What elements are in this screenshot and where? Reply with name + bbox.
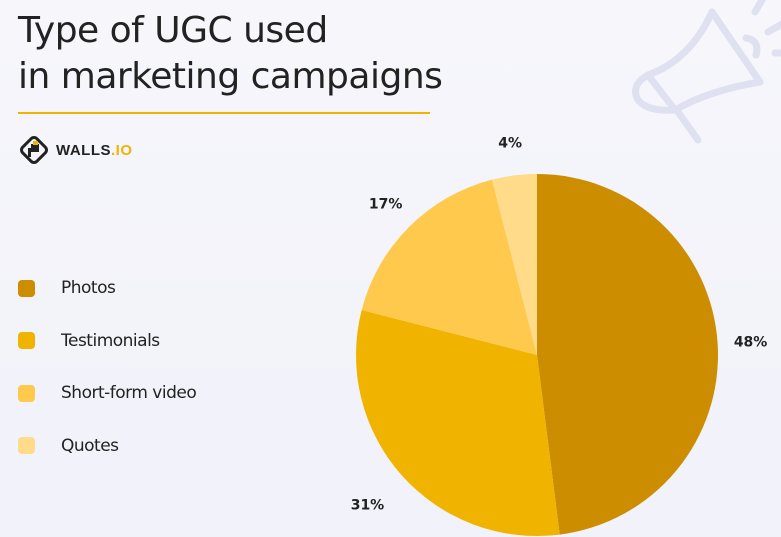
legend-swatch	[18, 279, 35, 297]
legend-label: Short-form video	[61, 383, 197, 404]
title-line-1: Type of UGC used	[18, 10, 328, 51]
legend-swatch	[18, 332, 35, 350]
data-label: 31%	[351, 497, 385, 513]
pie-slice-photos	[537, 174, 719, 535]
pie-slice-testimonials	[355, 309, 560, 536]
pie-slice-quotes	[491, 174, 537, 355]
megaphone-icon	[632, 0, 781, 144]
legend-label: Photos	[61, 278, 116, 299]
logo-suffix: .IO	[111, 141, 133, 159]
title-line-2: in marketing campaigns	[18, 56, 443, 97]
legend-item-short-form-video: Short-form video	[18, 367, 197, 420]
legend-label: Testimonials	[61, 330, 160, 351]
data-label: 48%	[734, 335, 768, 351]
walls-io-logo-icon	[20, 136, 48, 164]
legend-item-quotes: Quotes	[18, 420, 196, 473]
chart-title: Type of UGC used in marketing campaigns	[18, 8, 443, 100]
legend-swatch	[18, 384, 35, 402]
logo-main: WALLS	[56, 141, 111, 159]
legend-item-testimonials: Testimonials	[18, 315, 196, 368]
data-label: 4%	[498, 136, 522, 152]
legend: Photos Testimonials Short-form video Quo…	[18, 262, 197, 473]
legend-item-photos: Photos	[18, 262, 196, 315]
title-underline	[18, 112, 430, 114]
data-label: 17%	[369, 197, 403, 213]
logo-text: WALLS.IO	[56, 142, 133, 159]
pie-slice-short-form-video	[361, 179, 537, 355]
walls-io-logo: WALLS.IO	[18, 134, 133, 166]
legend-swatch	[18, 437, 35, 455]
legend-label: Quotes	[61, 435, 119, 456]
